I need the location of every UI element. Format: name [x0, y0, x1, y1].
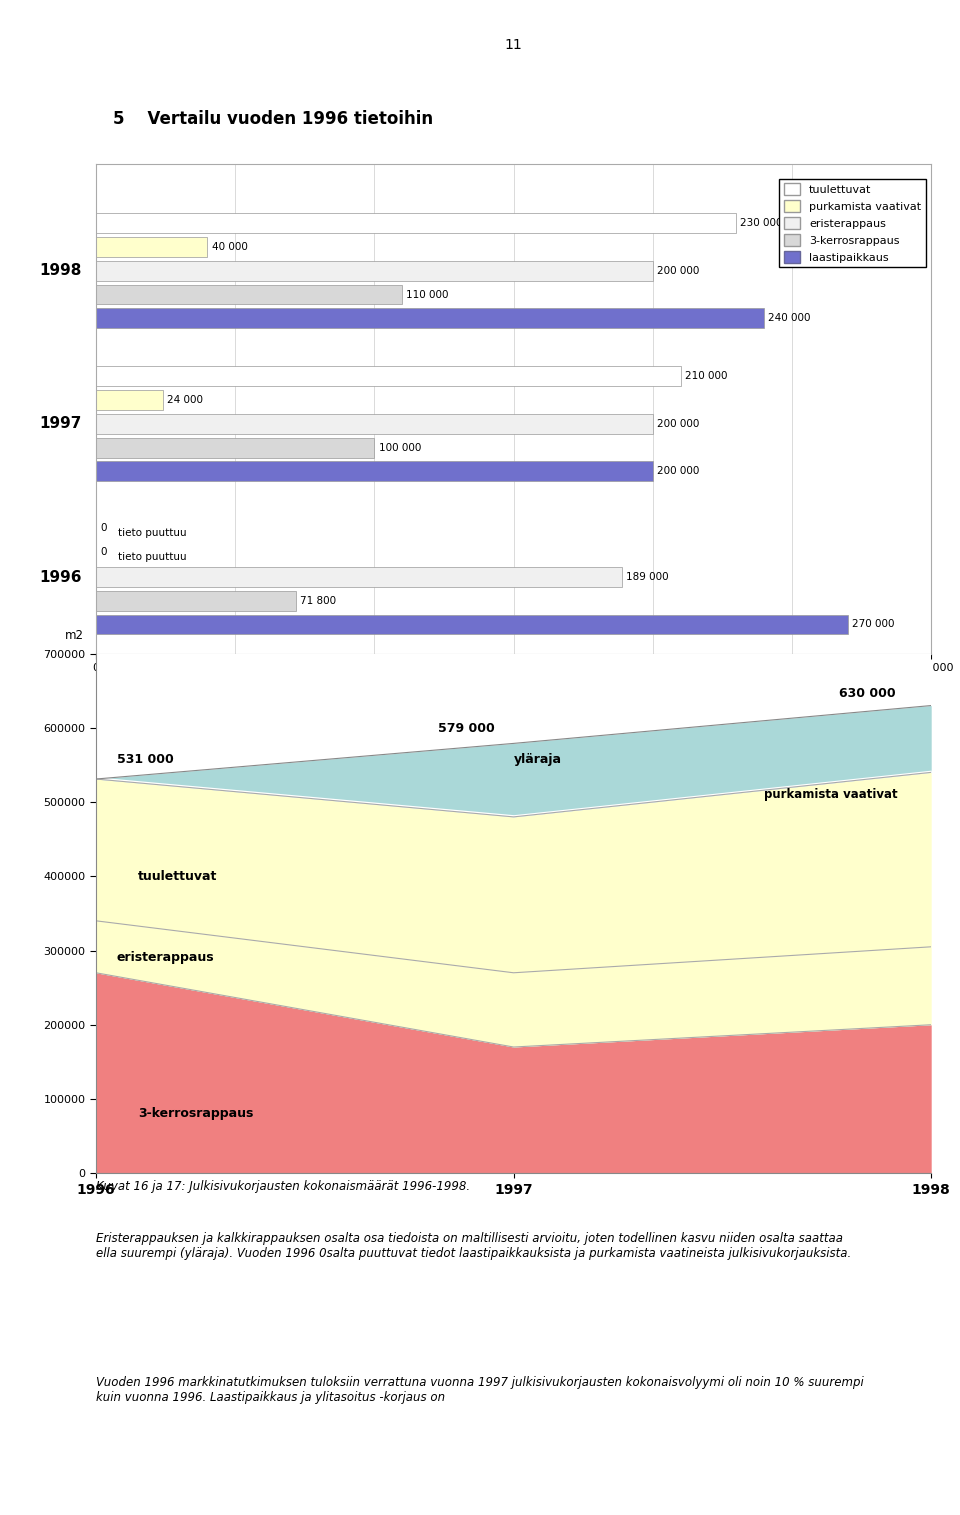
Text: tuulettuvat: tuulettuvat [137, 870, 217, 883]
Text: 0: 0 [100, 523, 107, 533]
Bar [96, 214, 736, 233]
Text: 11: 11 [505, 38, 522, 52]
Text: 24 000: 24 000 [167, 395, 203, 405]
Text: m2: m2 [64, 629, 84, 641]
Legend: tuulettuvat, purkamista vaativat, eristerappaus, 3-kerrosrappaus, laastipaikkaus: tuulettuvat, purkamista vaativat, eriste… [780, 179, 925, 267]
Bar [96, 591, 296, 611]
Text: 270 000: 270 000 [852, 620, 895, 629]
Text: 240 000: 240 000 [768, 314, 811, 323]
Text: yläraja: yläraja [514, 753, 562, 767]
Bar [96, 261, 653, 280]
Bar [96, 414, 653, 433]
Bar [96, 462, 653, 482]
Text: Eristerappauksen ja kalkkirappauksen osalta osa tiedoista on maltillisesti arvio: Eristerappauksen ja kalkkirappauksen osa… [96, 1232, 852, 1260]
Text: 40 000: 40 000 [211, 242, 248, 251]
Text: m2: m2 [912, 665, 931, 679]
Bar [96, 285, 402, 305]
Text: Vuoden 1996 markkinatutkimuksen tuloksiin verrattuna vuonna 1997 julkisivukorjau: Vuoden 1996 markkinatutkimuksen tuloksii… [96, 1376, 864, 1404]
Text: 200 000: 200 000 [657, 467, 699, 476]
Text: 189 000: 189 000 [626, 573, 669, 582]
Text: purkamista vaativat: purkamista vaativat [764, 788, 898, 801]
Text: eristerappaus: eristerappaus [117, 951, 214, 965]
Text: 0: 0 [100, 547, 107, 556]
Text: 1997: 1997 [39, 417, 82, 432]
Bar [96, 438, 374, 458]
Text: tieto puuttuu: tieto puuttuu [118, 551, 187, 562]
Text: 210 000: 210 000 [684, 371, 728, 382]
Text: 579 000: 579 000 [439, 723, 495, 735]
Text: 3-kerrosrappaus: 3-kerrosrappaus [137, 1107, 253, 1120]
Text: 630 000: 630 000 [839, 686, 896, 700]
Bar [96, 309, 764, 329]
Bar [96, 238, 207, 258]
Text: 71 800: 71 800 [300, 595, 336, 606]
Text: 1996: 1996 [39, 570, 82, 585]
Text: 200 000: 200 000 [657, 265, 699, 276]
Text: 100 000: 100 000 [378, 442, 420, 453]
Bar [96, 615, 848, 635]
Text: Kuvat 16 ja 17: Julkisivukorjausten kokonaismäärät 1996-1998.: Kuvat 16 ja 17: Julkisivukorjausten koko… [96, 1180, 470, 1192]
Text: 5    Vertailu vuoden 1996 tietoihin: 5 Vertailu vuoden 1996 tietoihin [112, 111, 433, 129]
Text: tieto puuttuu: tieto puuttuu [118, 529, 187, 538]
Text: 200 000: 200 000 [657, 420, 699, 429]
Bar [96, 367, 681, 386]
Text: 230 000: 230 000 [740, 218, 783, 229]
Text: 531 000: 531 000 [117, 753, 174, 767]
Bar [96, 391, 163, 411]
Bar [96, 567, 622, 586]
Text: 1998: 1998 [39, 264, 82, 279]
Text: 110 000: 110 000 [406, 289, 449, 300]
